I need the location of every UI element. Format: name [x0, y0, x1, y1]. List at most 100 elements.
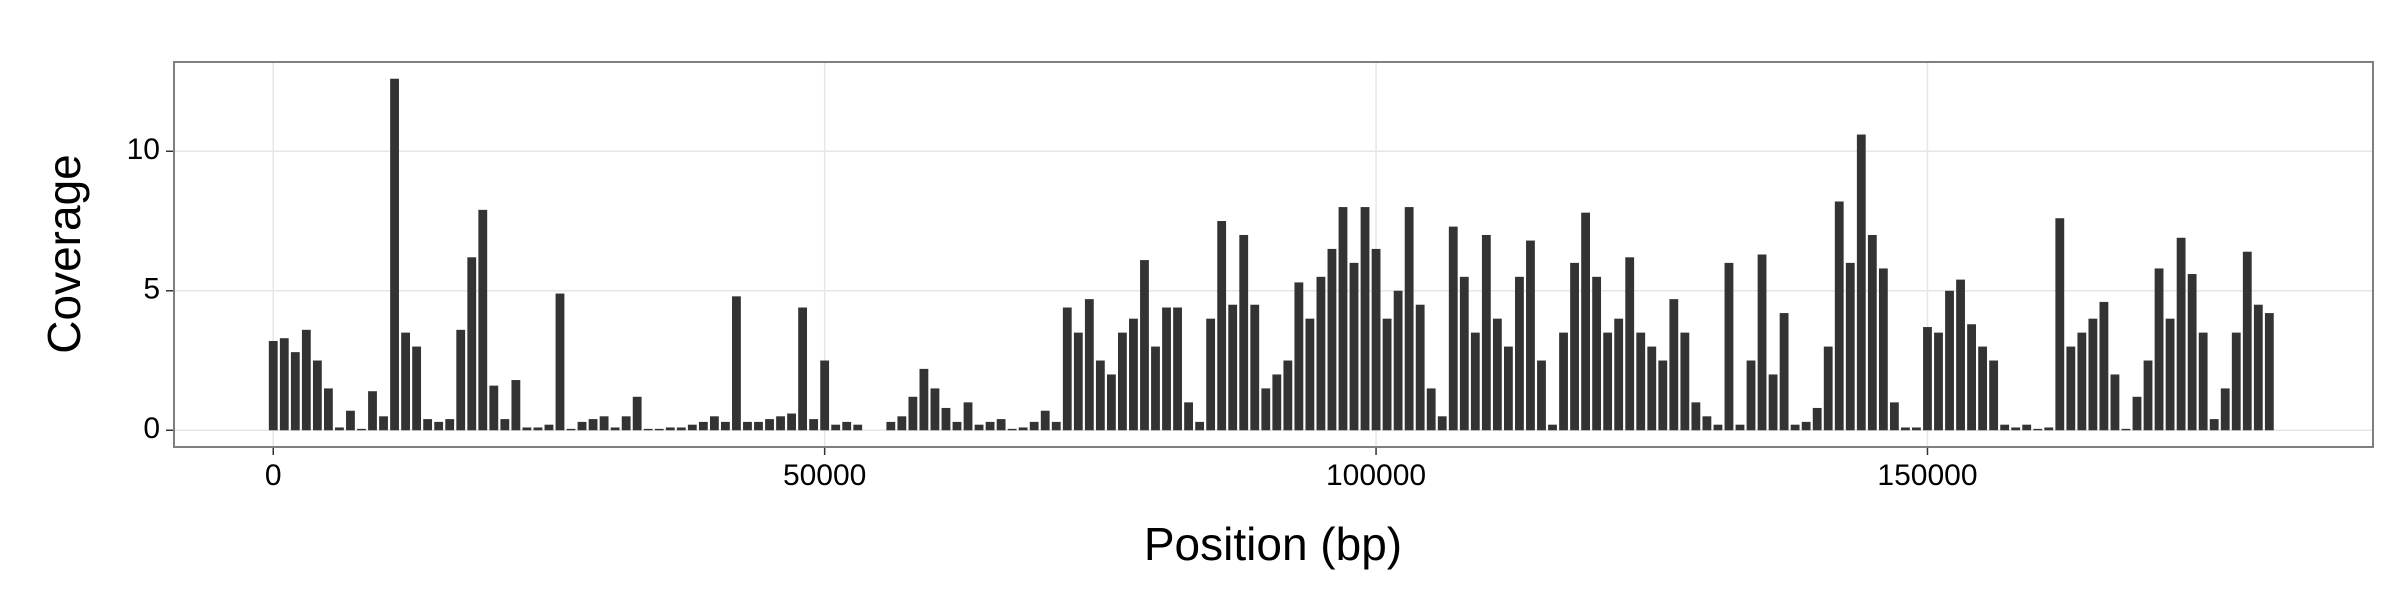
- bar: [1768, 374, 1778, 431]
- y-tick-label: 5: [143, 273, 160, 306]
- bar: [1371, 248, 1381, 431]
- bar: [1559, 332, 1568, 431]
- bar: [357, 428, 366, 431]
- bar: [1294, 282, 1304, 431]
- bar: [798, 307, 808, 431]
- bar: [1173, 307, 1182, 431]
- bar: [853, 424, 863, 431]
- bar: [1713, 424, 1723, 431]
- bar: [1978, 346, 1988, 431]
- bar: [1680, 332, 1690, 431]
- bar: [1084, 299, 1094, 431]
- bar: [2099, 301, 2109, 431]
- bar: [1206, 318, 1216, 431]
- bar: [709, 416, 719, 431]
- bar: [1382, 318, 1392, 431]
- bar: [1184, 402, 1193, 431]
- bar: [2231, 332, 2241, 431]
- bar: [1956, 279, 1965, 431]
- bar: [974, 424, 984, 431]
- bar: [478, 209, 488, 431]
- bar: [412, 346, 422, 431]
- bar: [2066, 346, 2076, 431]
- bar: [2154, 268, 2164, 431]
- x-axis-title: Position (bp): [1144, 518, 1402, 570]
- bar: [489, 385, 499, 431]
- bar: [312, 360, 322, 431]
- bar: [290, 352, 300, 431]
- bar: [2044, 427, 2054, 431]
- bar: [1834, 201, 1844, 431]
- plot-border: [173, 61, 2374, 448]
- bar: [743, 421, 752, 431]
- bar: [1647, 346, 1657, 431]
- bar: [1735, 424, 1745, 431]
- bar: [2176, 237, 2186, 431]
- bar: [2209, 419, 2219, 431]
- bar: [1073, 332, 1083, 431]
- bar: [1515, 276, 1524, 431]
- bar: [632, 396, 642, 431]
- bar: [1118, 332, 1127, 431]
- bar: [1823, 346, 1833, 431]
- bar: [1360, 207, 1370, 431]
- bar: [2033, 428, 2043, 431]
- bar: [335, 427, 344, 431]
- bar: [1889, 402, 1899, 431]
- bar: [1029, 421, 1039, 431]
- bar: [1779, 313, 1789, 431]
- bar: [787, 413, 796, 431]
- bar: [952, 421, 962, 431]
- bar: [1250, 304, 1260, 431]
- x-tick-label: 50000: [783, 459, 866, 492]
- bar: [544, 424, 554, 431]
- bar: [588, 419, 598, 431]
- bar: [500, 419, 510, 431]
- bar: [1062, 307, 1072, 431]
- bar: [2187, 274, 2197, 431]
- bar: [1349, 262, 1359, 431]
- bar: [1526, 240, 1535, 431]
- bar: [1228, 304, 1238, 431]
- x-tick-label: 150000: [1877, 459, 1977, 492]
- bar: [1625, 257, 1635, 431]
- bar: [941, 407, 951, 431]
- bar: [1217, 221, 1227, 431]
- bar: [434, 421, 444, 431]
- bar: [2022, 424, 2032, 431]
- bar: [643, 428, 653, 431]
- bar: [1129, 318, 1138, 431]
- bar: [765, 419, 774, 431]
- bar: [1570, 262, 1579, 431]
- bar: [1448, 226, 1458, 431]
- bar: [1327, 248, 1337, 431]
- bar: [1702, 416, 1712, 431]
- bar: [610, 427, 620, 431]
- bar: [390, 78, 399, 431]
- bar: [1470, 332, 1480, 431]
- bar: [1162, 307, 1171, 431]
- bar: [654, 428, 664, 431]
- bar: [754, 421, 763, 431]
- bar: [379, 416, 388, 431]
- bar: [2055, 218, 2065, 431]
- bar: [279, 338, 289, 431]
- bar: [467, 257, 477, 431]
- bar: [555, 293, 565, 431]
- bar: [401, 332, 411, 431]
- bar: [1018, 427, 1028, 431]
- bar: [1305, 318, 1315, 431]
- bar: [1934, 332, 1943, 431]
- bar: [1856, 134, 1866, 431]
- bar: [1040, 410, 1050, 431]
- bar: [1923, 327, 1932, 431]
- bar: [776, 416, 785, 431]
- bar: [621, 416, 631, 431]
- bar: [2165, 318, 2175, 431]
- bar: [268, 340, 278, 431]
- bar: [1636, 332, 1646, 431]
- bar: [1614, 318, 1624, 431]
- bar: [1867, 234, 1877, 431]
- bar: [1151, 346, 1160, 431]
